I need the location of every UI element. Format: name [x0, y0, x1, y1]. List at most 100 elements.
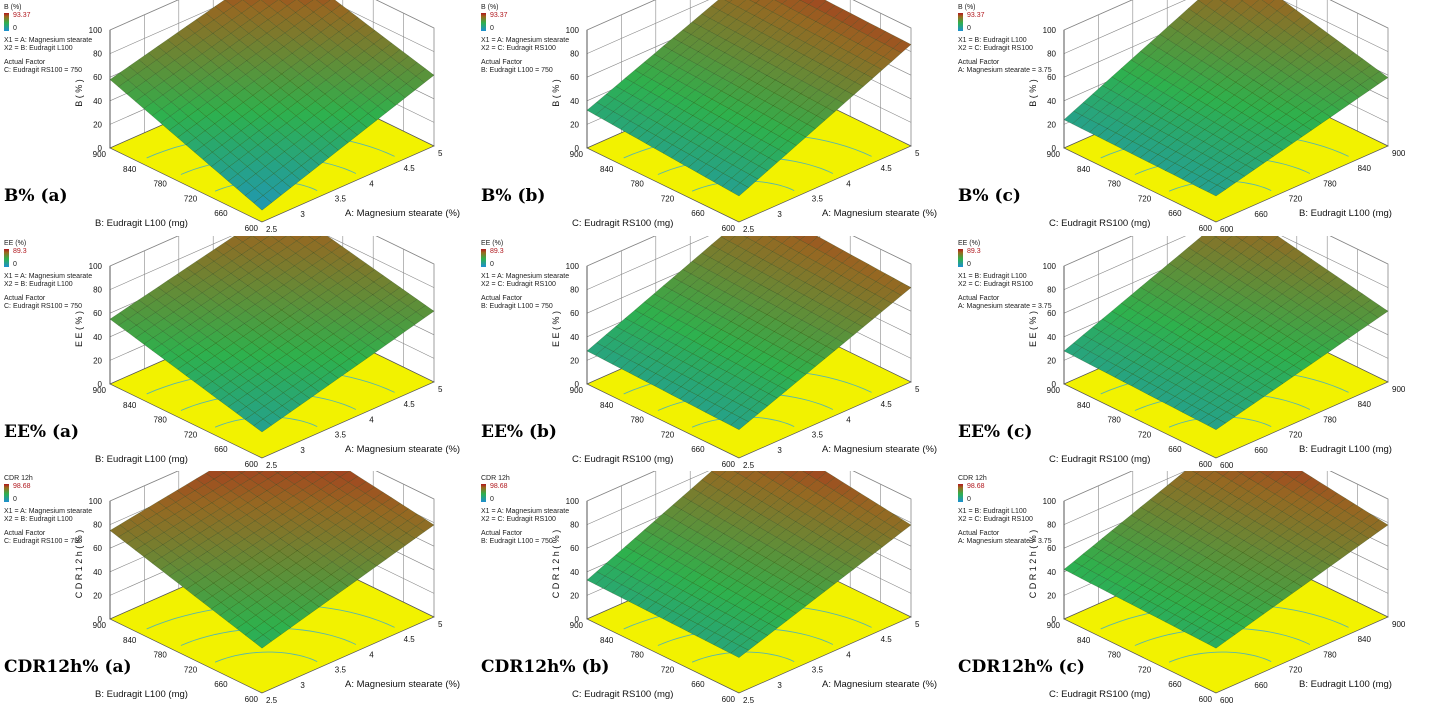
gridline: [327, 0, 435, 52]
legend-x2: X2 = B: Eudragit L100: [4, 281, 73, 288]
z-tick-label: 60: [93, 309, 102, 318]
right-tick-label: 5: [915, 149, 920, 158]
legend-actual-factor: C: Eudragit RS100 = 750: [4, 538, 83, 545]
z-axis-title: B ( % ): [1028, 79, 1038, 107]
right-tick-label: 3.5: [812, 431, 824, 440]
legend-response-name: CDR 12h: [4, 475, 33, 482]
surface-plot-svg: 0 20 40 60 80 100 B ( % ) 600 660 720 780 840 900 2.5…: [551, 0, 937, 234]
right-tick-label: 4.5: [404, 635, 416, 644]
legend-max-value: 98.68: [13, 483, 31, 490]
surface-facet: [730, 417, 749, 430]
gridline: [586, 236, 710, 290]
surface-plot-svg: 0 20 40 60 80 100 E E ( % ) 600 660 720 780 840 900 6…: [1028, 236, 1406, 470]
right-tick-label: 3: [300, 210, 305, 219]
right-tick-label: 720: [1289, 195, 1303, 204]
left-tick-label: 660: [691, 680, 705, 689]
legend-x2: X2 = C: Eudragit RS100: [958, 45, 1033, 52]
left-tick-label: 720: [661, 665, 675, 674]
color-scale-bar: 89.3 0: [481, 248, 504, 268]
legend-response-name: B (%): [481, 4, 499, 11]
left-tick-label: 720: [661, 430, 675, 439]
legend-max-value: 98.68: [490, 483, 508, 490]
left-tick-label: 720: [184, 194, 198, 203]
z-tick-label: 60: [93, 73, 102, 82]
right-tick-label: 4: [846, 415, 851, 424]
legend-response-name: CDR 12h: [958, 475, 987, 482]
z-tick-label: 80: [93, 50, 102, 59]
legend-actual-factor-title: Actual Factor: [4, 530, 46, 537]
z-tick-label: 0: [575, 144, 580, 153]
z-tick-label: 40: [570, 568, 579, 577]
z-tick-label: 20: [1047, 591, 1056, 600]
gridline: [852, 0, 912, 29]
panel-label: CDR12h% (b): [481, 657, 610, 677]
legend-x1: X1 = A: Magnesium stearate: [4, 273, 93, 280]
z-tick-label: 20: [570, 120, 579, 129]
right-tick-label: 720: [1289, 431, 1303, 440]
right-tick-label: 5: [915, 385, 920, 394]
z-axis-title: E E ( % ): [74, 311, 84, 347]
z-tick-label: 60: [570, 73, 579, 82]
z-tick-label: 60: [570, 544, 579, 553]
right-tick-label: 600: [1220, 225, 1234, 234]
legend-actual-factor: C: Eudragit RS100 = 750: [4, 303, 83, 310]
z-tick-label: 80: [93, 521, 102, 530]
legend-x1: X1 = A: Magnesium stearate: [481, 273, 570, 280]
left-axis-title: C: Eudragit RS100 (mg): [1049, 454, 1150, 465]
z-tick-label: 80: [93, 286, 102, 295]
gridline: [1329, 236, 1389, 265]
surface-plot-panel: 0 20 40 60 80 100 B ( % ) 600 660 720 780 840 900 2.5…: [0, 0, 476, 235]
right-tick-label: 900: [1392, 385, 1406, 394]
surface-facet: [253, 634, 272, 649]
gridline: [109, 236, 233, 290]
left-tick-label: 840: [123, 401, 137, 410]
z-tick-label: 80: [570, 521, 579, 530]
left-tick-label: 840: [1077, 165, 1091, 174]
color-scale-bar: 98.68 0: [958, 483, 985, 503]
left-tick-label: 840: [123, 165, 137, 174]
right-axis-title: A: Magnesium stearate (%): [345, 679, 460, 690]
surface-legend: B (%) 93.37 0 X1 = A: Magnesium stearate X2 …: [4, 4, 92, 75]
right-tick-label: 2.5: [266, 225, 278, 234]
legend-actual-factor: A: Magnesium stearate = 3.75: [958, 67, 1052, 74]
surface-facet: [311, 471, 316, 473]
gridline: [375, 0, 435, 29]
left-tick-label: 900: [570, 621, 584, 630]
left-tick-label: 660: [691, 209, 705, 218]
panel-label: B% (b): [481, 186, 546, 206]
z-tick-label: 20: [93, 356, 102, 365]
right-axis-title: A: Magnesium stearate (%): [822, 444, 937, 455]
left-tick-label: 720: [1138, 430, 1152, 439]
left-tick-label: 900: [570, 386, 584, 395]
legend-min-value: 0: [490, 25, 494, 32]
right-tick-label: 3: [777, 210, 782, 219]
left-axis-title: C: Eudragit RS100 (mg): [1049, 689, 1150, 700]
surface-plot-svg: 0 20 40 60 80 100 E E ( % ) 600 660 720 780 840 900 2…: [74, 236, 460, 470]
left-tick-label: 840: [600, 636, 614, 645]
right-tick-label: 5: [438, 620, 443, 629]
z-axis-title: E E ( % ): [1028, 311, 1038, 347]
surface-legend: CDR 12h 98.68 0 X1 = B: Eudragit L100 X2 = C…: [958, 475, 1052, 546]
right-tick-label: 3.5: [335, 195, 347, 204]
legend-response-name: EE (%): [4, 240, 27, 247]
surface-plot-svg: 0 20 40 60 80 100 B ( % ) 600 660 720 780 840 900 600…: [1028, 0, 1406, 234]
legend-max-value: 89.3: [13, 248, 27, 255]
left-tick-label: 600: [245, 224, 259, 233]
panel-label: B% (a): [4, 186, 68, 206]
z-tick-label: 20: [93, 120, 102, 129]
gridline: [1329, 471, 1389, 500]
z-tick-label: 40: [93, 568, 102, 577]
z-tick-label: 40: [1047, 568, 1056, 577]
legend-max-value: 93.37: [13, 12, 31, 19]
z-tick-label: 0: [575, 615, 580, 624]
gridline: [327, 236, 435, 288]
color-scale-bar: 93.37 0: [958, 12, 985, 32]
left-tick-label: 660: [1168, 209, 1182, 218]
legend-x1: X1 = A: Magnesium stearate: [481, 37, 570, 44]
legend-x2: X2 = B: Eudragit L100: [4, 45, 73, 52]
left-tick-label: 660: [691, 445, 705, 454]
legend-max-value: 89.3: [490, 248, 504, 255]
panel-label: EE% (c): [958, 422, 1033, 442]
gridline: [852, 471, 912, 500]
